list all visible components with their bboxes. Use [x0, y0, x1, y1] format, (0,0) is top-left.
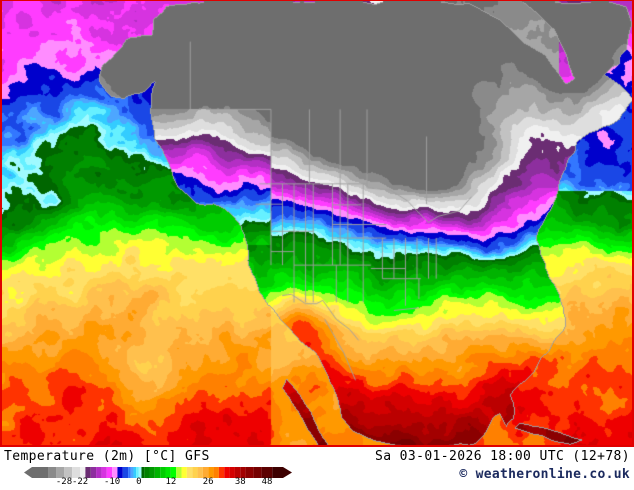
colorbar-band: [154, 467, 161, 478]
colorbar-band: [133, 467, 137, 478]
colorbar-band: [96, 467, 102, 478]
colorbar-tick: 48: [261, 477, 273, 487]
colorbar-band: [208, 467, 214, 478]
colorbar-band: [165, 467, 171, 478]
colorbar-tick: 26: [202, 477, 214, 487]
colorbar-band: [106, 467, 113, 478]
colorbar-band: [32, 467, 49, 478]
colorbar-band: [192, 467, 198, 478]
colorbar-tick: -28: [55, 477, 73, 487]
colorbar-under-arrow: [24, 467, 32, 478]
colorbar-tick-labels: -28 -22 -10 0 12 26 38 48: [0, 478, 320, 489]
colorbar-band: [234, 467, 241, 478]
colorbar-band: [122, 467, 129, 478]
colorbar-band: [64, 467, 73, 478]
colorbar-band: [229, 467, 235, 478]
colorbar-band: [213, 467, 219, 478]
colorbar-band: [186, 467, 193, 478]
colorbar-band: [272, 467, 283, 478]
colorbar-band: [85, 467, 91, 478]
colorbar-band: [160, 467, 166, 478]
map-footer: Temperature (2m) [°C] GFS Sa 03-01-2026 …: [0, 447, 634, 490]
colorbar-tick: 12: [165, 477, 177, 487]
colorbar-band: [56, 467, 65, 478]
colorbar-tick: 0: [136, 477, 142, 487]
colorbar-band: [202, 467, 209, 478]
colorbar-band: [112, 467, 118, 478]
colorbar-band: [144, 467, 150, 478]
colorbar-band: [136, 467, 139, 478]
colorbar-tick: 38: [234, 477, 246, 487]
temperature-field-canvas: [2, 1, 632, 445]
colorbar-band: [170, 467, 177, 478]
temperature-colorbar: -28 -22 -10 0 12 26 38 48: [0, 466, 320, 490]
colorbar-band: [253, 467, 262, 478]
colorbar-band: [181, 467, 187, 478]
colorbar-band: [218, 467, 225, 478]
colorbar-band: [176, 467, 182, 478]
temperature-map[interactable]: [0, 0, 634, 447]
colorbar-band: [101, 467, 107, 478]
colorbar-swatches: [24, 467, 292, 478]
colorbar-band: [128, 467, 131, 478]
colorbar-band: [141, 467, 145, 478]
colorbar-tick: -22: [71, 477, 89, 487]
colorbar-band: [240, 467, 246, 478]
colorbar-band: [117, 467, 123, 478]
colorbar-band: [197, 467, 203, 478]
colorbar-tick: -10: [103, 477, 121, 487]
colorbar-band: [138, 467, 142, 478]
map-title: Temperature (2m) [°C] GFS: [4, 449, 210, 464]
colorbar-band: [80, 467, 86, 478]
colorbar-band: [72, 467, 81, 478]
copyright-label: © weatheronline.co.uk: [459, 467, 630, 482]
colorbar-band: [149, 467, 155, 478]
colorbar-over-arrow: [283, 467, 292, 478]
colorbar-band: [130, 467, 134, 478]
map-datetime: Sa 03-01-2026 18:00 UTC (12+78): [374, 449, 630, 464]
colorbar-band: [48, 467, 57, 478]
colorbar-band: [245, 467, 254, 478]
colorbar-band: [224, 467, 230, 478]
colorbar-band: [90, 467, 97, 478]
colorbar-band: [261, 467, 273, 478]
